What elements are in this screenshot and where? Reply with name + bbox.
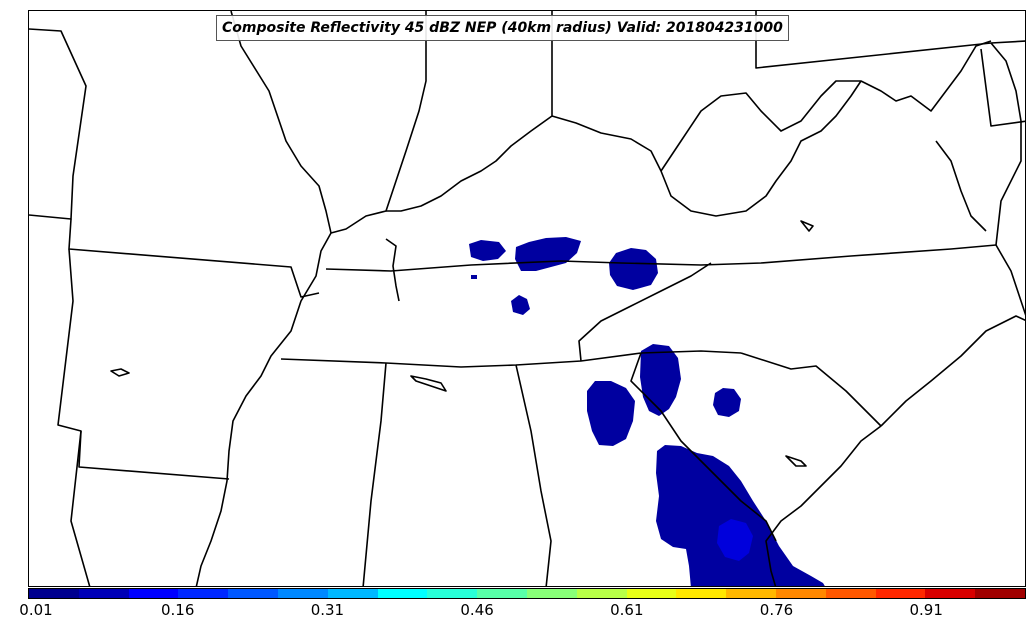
colorbar-tick-label: 0.61	[610, 601, 644, 619]
probability-colorbar	[28, 588, 1026, 599]
river-border	[195, 11, 332, 586]
colorbar-segment	[975, 589, 1025, 598]
state-border-line	[980, 48, 1025, 127]
colorbar-segment	[277, 589, 328, 598]
colorbar-segment	[327, 589, 378, 598]
probability-area	[515, 237, 581, 271]
lake-outline	[785, 455, 807, 467]
state-border-line	[700, 244, 997, 266]
colorbar-tick-label: 0.76	[759, 601, 794, 619]
coastline	[990, 42, 1022, 246]
probability-area	[717, 519, 753, 561]
state-border-line	[362, 362, 387, 586]
colorbar-tick-label: 0.31	[310, 601, 345, 619]
colorbar-segment	[377, 589, 428, 598]
colorbar-segment	[178, 589, 229, 598]
state-border-line	[740, 352, 882, 427]
state-border-line	[660, 40, 992, 172]
lake-outline	[410, 375, 447, 392]
state-border-line	[578, 262, 712, 362]
map-canvas	[29, 11, 1025, 586]
state-border-line	[57, 248, 230, 480]
colorbar-segment	[526, 589, 577, 598]
probability-area	[511, 295, 530, 315]
state-boundaries	[29, 11, 1025, 586]
probability-area	[713, 388, 741, 417]
state-border-line	[280, 350, 742, 368]
colorbar-tick-label: 0.46	[460, 601, 494, 619]
river-border	[630, 352, 777, 542]
state-border-line	[755, 11, 1025, 69]
state-border-line	[330, 11, 427, 234]
river-border	[551, 80, 862, 217]
probability-area	[471, 275, 477, 279]
state-border-line	[386, 11, 553, 212]
colorbar-segment	[228, 589, 278, 598]
colorbar-segment	[29, 589, 79, 598]
colorbar-segment	[477, 589, 527, 598]
probability-area	[640, 344, 681, 416]
river-border	[385, 238, 400, 302]
colorbar-segment	[626, 589, 677, 598]
probability-area	[656, 445, 825, 586]
map-panel	[28, 10, 1026, 587]
lake-outline	[800, 220, 814, 232]
colorbar-segment	[676, 589, 727, 598]
colorbar-tick-label: 0.01	[19, 601, 53, 619]
colorbar-segment	[427, 589, 478, 598]
probability-area	[609, 248, 658, 290]
colorbar-segment	[78, 589, 129, 598]
colorbar-segment	[128, 589, 179, 598]
probability-fields	[469, 237, 825, 586]
state-border-line	[29, 28, 87, 220]
coastline	[935, 140, 987, 232]
state-border-line	[70, 430, 91, 586]
state-border-line	[515, 364, 552, 586]
colorbar-segment	[875, 589, 926, 598]
probability-area	[469, 240, 506, 261]
colorbar-tick-label: 0.16	[160, 601, 195, 619]
colorbar-segment	[825, 589, 876, 598]
colorbar-segment	[775, 589, 826, 598]
coastline	[765, 425, 882, 586]
colorbar-segment	[925, 589, 976, 598]
colorbar-tick-label: 0.91	[909, 601, 943, 619]
coastline	[995, 244, 1025, 316]
state-border-line	[325, 260, 702, 272]
colorbar-segment	[576, 589, 627, 598]
probability-area	[587, 381, 635, 446]
colorbar-segment	[726, 589, 776, 598]
coastline	[880, 315, 1025, 427]
lake-outline	[110, 368, 130, 377]
state-border-line	[68, 218, 320, 298]
map-title: Composite Reflectivity 45 dBZ NEP (40km …	[216, 15, 789, 41]
